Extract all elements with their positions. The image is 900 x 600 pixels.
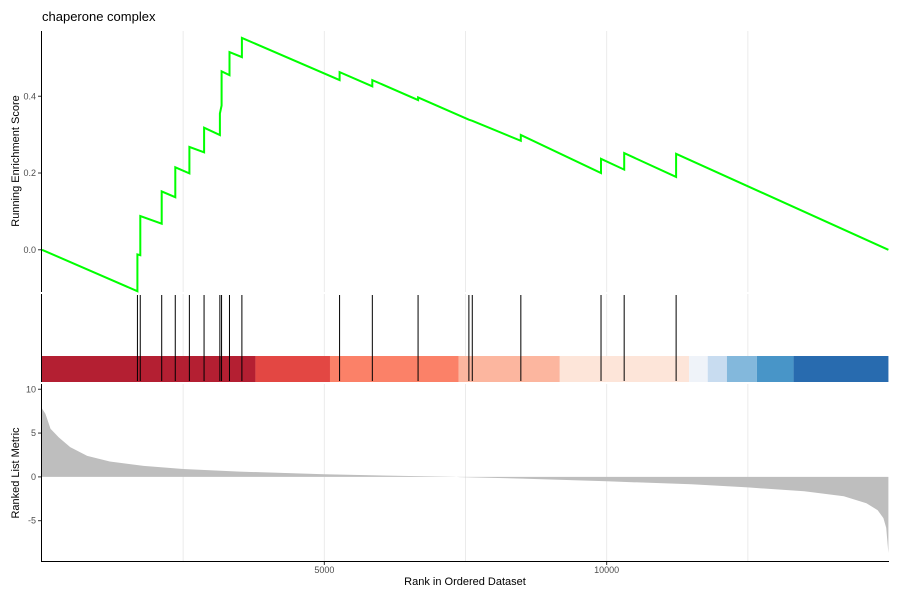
ranked-panel: 10 5 0 -5 5000 10000 Ranked List Metric Rank… xyxy=(10,384,889,588)
y-tick-label: 0 xyxy=(31,472,36,482)
heat-segment xyxy=(42,356,256,382)
heat-segment xyxy=(458,356,560,382)
y-tick-label: 0.2 xyxy=(23,168,36,178)
enrichment-gridlines xyxy=(182,31,749,292)
enrichment-y-ticks: 0.0 0.2 0.4 xyxy=(23,91,41,255)
ranked-y-axis-title: Ranked List Metric xyxy=(10,427,22,519)
gene-hit-marks xyxy=(136,295,677,381)
heat-segment xyxy=(756,356,794,382)
y-tick-label: 5 xyxy=(31,428,36,438)
heat-segment xyxy=(793,356,889,382)
ranking-heat-band xyxy=(42,356,889,382)
ranked-gridlines xyxy=(182,384,749,561)
enrichment-y-axis-title: Running Enrichment Score xyxy=(10,95,22,226)
ranked-metric-area xyxy=(42,408,889,554)
heat-segment xyxy=(689,356,708,382)
heat-segment xyxy=(255,356,330,382)
hits-panel xyxy=(41,294,889,382)
x-tick-label: 10000 xyxy=(594,565,619,575)
enrichment-score-line xyxy=(41,36,889,293)
heat-segment xyxy=(726,356,757,382)
x-tick-label: 5000 xyxy=(314,565,334,575)
heat-segment xyxy=(707,356,727,382)
x-axis-title: Rank in Ordered Dataset xyxy=(404,576,526,588)
y-tick-label: 0.0 xyxy=(23,245,36,255)
y-tick-label: 0.4 xyxy=(23,91,36,101)
ranked-y-ticks: 10 5 0 -5 xyxy=(26,384,41,526)
chart-title: chaperone complex xyxy=(42,9,156,24)
y-tick-label: -5 xyxy=(28,516,36,526)
enrichment-panel: 0.0 0.2 0.4 Running Enrichment Score xyxy=(10,31,889,293)
y-tick-label: 10 xyxy=(26,384,36,394)
x-axis-ticks: 5000 10000 xyxy=(314,562,619,575)
hits-gridlines xyxy=(182,294,749,356)
heat-segment xyxy=(329,356,459,382)
